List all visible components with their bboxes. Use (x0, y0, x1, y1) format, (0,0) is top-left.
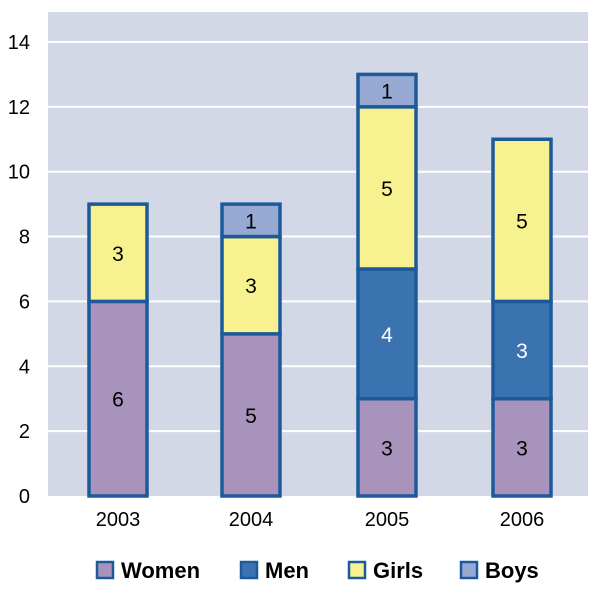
legend-label: Men (265, 558, 309, 583)
legend-label: Women (121, 558, 200, 583)
x-tick-label: 2003 (96, 509, 141, 531)
bar-segment-women (491, 396, 553, 498)
data-label: 3 (112, 243, 124, 266)
y-axis: 0 2 4 6 8 10 12 14 (8, 32, 30, 508)
data-label: 4 (381, 324, 393, 347)
x-tick-label: 2006 (500, 509, 545, 531)
bar-stack-2005: 3 4 5 1 (356, 72, 418, 498)
legend-label: Girls (373, 558, 423, 583)
data-label: 5 (516, 210, 528, 233)
bar-segment-men (491, 299, 553, 401)
x-tick-label: 2004 (229, 509, 274, 531)
y-tick-label: 14 (8, 32, 30, 54)
legend-label: Boys (485, 558, 539, 583)
bar-stack-2003: 63 (87, 202, 149, 498)
legend-item-men: Men (239, 558, 309, 583)
x-tick-label: 2005 (365, 509, 410, 531)
bar-segment-men (356, 267, 418, 401)
bar-segment-boys (220, 202, 282, 239)
bar-segment-girls (491, 137, 553, 304)
legend-item-girls: Girls (347, 558, 423, 583)
legend-swatch (459, 560, 479, 580)
x-axis: 2003 2004 2005 2006 (96, 509, 545, 531)
y-tick-label: 10 (8, 162, 30, 184)
bar-segment-girls (87, 202, 149, 304)
data-label: 3 (516, 340, 528, 363)
legend-item-boys: Boys (459, 558, 539, 583)
legend: Women Men Girls Boys (95, 558, 539, 583)
legend-swatch (239, 560, 259, 580)
legend-item-women: Women (95, 558, 200, 583)
data-label: 1 (381, 81, 393, 104)
bar-segment-girls (356, 105, 418, 271)
data-label: 5 (245, 405, 257, 428)
legend-swatch (347, 560, 367, 580)
bar-segment-girls (220, 234, 282, 336)
y-tick-label: 6 (19, 291, 30, 313)
y-tick-label: 8 (19, 227, 30, 249)
data-label: 3 (381, 437, 393, 460)
data-label: 5 (381, 178, 393, 201)
legend-swatch (95, 560, 115, 580)
y-tick-label: 0 (19, 486, 30, 508)
bar-stack-2004: 5 3 1 (220, 202, 282, 498)
data-label: 3 (245, 275, 257, 298)
data-label: 6 (112, 389, 124, 412)
bar-segment-boys (356, 72, 418, 109)
data-label: 1 (245, 210, 257, 233)
bar-stack-2006: 3 3 5 (491, 137, 553, 498)
y-tick-label: 4 (19, 356, 30, 378)
y-tick-label: 12 (8, 97, 30, 119)
y-tick-label: 2 (19, 421, 30, 443)
data-label: 3 (516, 437, 528, 460)
